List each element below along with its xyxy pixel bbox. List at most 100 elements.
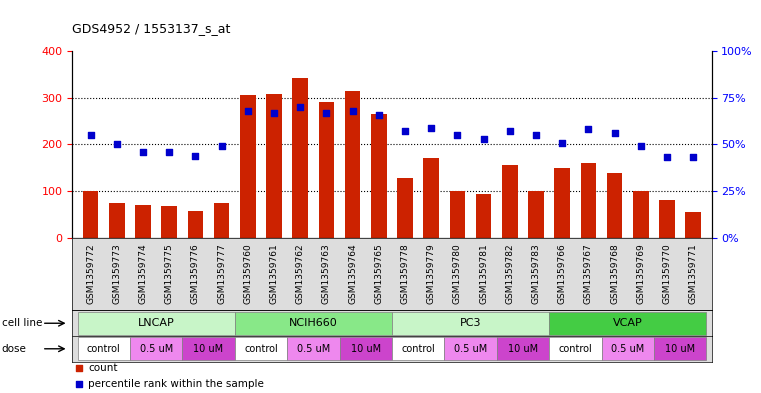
Bar xyxy=(633,191,648,238)
Bar xyxy=(234,312,392,335)
Text: GSM1359776: GSM1359776 xyxy=(191,244,200,304)
Text: GSM1359764: GSM1359764 xyxy=(348,244,357,304)
Bar xyxy=(161,206,177,238)
Point xyxy=(137,149,149,155)
Text: GSM1359768: GSM1359768 xyxy=(610,244,619,304)
Bar xyxy=(601,337,654,360)
Text: percentile rank within the sample: percentile rank within the sample xyxy=(88,378,264,389)
Bar xyxy=(497,337,549,360)
Point xyxy=(444,185,456,191)
Point xyxy=(295,104,307,110)
Text: 0.5 uM: 0.5 uM xyxy=(297,344,330,354)
Bar xyxy=(607,173,622,238)
Point xyxy=(609,130,621,136)
Bar xyxy=(444,337,497,360)
Text: 0.5 uM: 0.5 uM xyxy=(139,344,173,354)
Text: PC3: PC3 xyxy=(460,318,481,328)
Text: control: control xyxy=(559,344,592,354)
Bar xyxy=(581,163,597,238)
Bar xyxy=(78,337,130,360)
Text: GSM1359775: GSM1359775 xyxy=(164,244,174,304)
Text: GSM1359760: GSM1359760 xyxy=(244,244,253,304)
Bar xyxy=(654,337,706,360)
Text: GSM1359765: GSM1359765 xyxy=(374,244,384,304)
Bar xyxy=(397,178,413,238)
Text: GSM1359771: GSM1359771 xyxy=(689,244,698,304)
Bar xyxy=(549,337,601,360)
Point xyxy=(320,110,333,116)
Point xyxy=(556,140,568,146)
Bar xyxy=(78,312,234,335)
Text: GSM1359781: GSM1359781 xyxy=(479,244,488,304)
Text: NCIH660: NCIH660 xyxy=(289,318,338,328)
Text: GSM1359766: GSM1359766 xyxy=(558,244,567,304)
Bar xyxy=(287,337,339,360)
Text: count: count xyxy=(88,364,118,373)
Text: GSM1359762: GSM1359762 xyxy=(296,244,304,304)
Point xyxy=(268,110,280,116)
Bar xyxy=(392,312,549,335)
Bar xyxy=(183,337,234,360)
Point xyxy=(451,132,463,138)
Bar xyxy=(319,103,334,238)
Bar xyxy=(476,195,492,238)
Point xyxy=(477,136,489,142)
Bar xyxy=(659,200,675,238)
Text: VCAP: VCAP xyxy=(613,318,642,328)
Bar xyxy=(686,212,701,238)
Point xyxy=(661,154,673,161)
Bar xyxy=(502,165,517,238)
Point xyxy=(163,149,175,155)
Text: GSM1359763: GSM1359763 xyxy=(322,244,331,304)
Point xyxy=(84,132,97,138)
Bar xyxy=(187,211,203,238)
Point xyxy=(635,143,647,149)
Text: GDS4952 / 1553137_s_at: GDS4952 / 1553137_s_at xyxy=(72,22,231,35)
Bar xyxy=(392,337,444,360)
Point xyxy=(346,108,358,114)
Text: GSM1359782: GSM1359782 xyxy=(505,244,514,304)
Point xyxy=(215,143,228,149)
Point xyxy=(399,128,411,134)
Text: GSM1359767: GSM1359767 xyxy=(584,244,593,304)
Point xyxy=(530,132,542,138)
Bar xyxy=(214,203,230,238)
Bar xyxy=(234,337,287,360)
Bar xyxy=(549,312,706,335)
Bar xyxy=(240,95,256,238)
Text: 10 uM: 10 uM xyxy=(665,344,695,354)
Bar xyxy=(130,337,183,360)
Text: GSM1359777: GSM1359777 xyxy=(217,244,226,304)
Bar xyxy=(528,191,544,238)
Text: GSM1359772: GSM1359772 xyxy=(86,244,95,304)
Text: cell line: cell line xyxy=(2,318,42,328)
Bar xyxy=(266,94,282,238)
Text: GSM1359769: GSM1359769 xyxy=(636,244,645,304)
Text: 10 uM: 10 uM xyxy=(508,344,538,354)
Point xyxy=(425,125,438,131)
Text: LNCAP: LNCAP xyxy=(138,318,174,328)
Bar xyxy=(450,191,465,238)
Point xyxy=(189,152,202,159)
Bar xyxy=(423,158,439,238)
Point xyxy=(582,126,594,132)
Bar xyxy=(135,205,151,238)
Point xyxy=(687,154,699,161)
Text: GSM1359761: GSM1359761 xyxy=(269,244,279,304)
Text: 10 uM: 10 uM xyxy=(351,344,380,354)
Bar xyxy=(371,114,387,238)
Text: GSM1359773: GSM1359773 xyxy=(113,244,121,304)
Point xyxy=(444,322,456,329)
Text: control: control xyxy=(87,344,120,354)
Point xyxy=(504,128,516,134)
Text: 10 uM: 10 uM xyxy=(193,344,224,354)
Point xyxy=(373,111,385,118)
Bar xyxy=(345,91,361,238)
Text: GSM1359779: GSM1359779 xyxy=(427,244,436,304)
Point xyxy=(111,141,123,147)
Text: 0.5 uM: 0.5 uM xyxy=(454,344,487,354)
Text: control: control xyxy=(401,344,435,354)
Bar xyxy=(83,191,98,238)
Point xyxy=(242,108,254,114)
Text: GSM1359783: GSM1359783 xyxy=(531,244,540,304)
